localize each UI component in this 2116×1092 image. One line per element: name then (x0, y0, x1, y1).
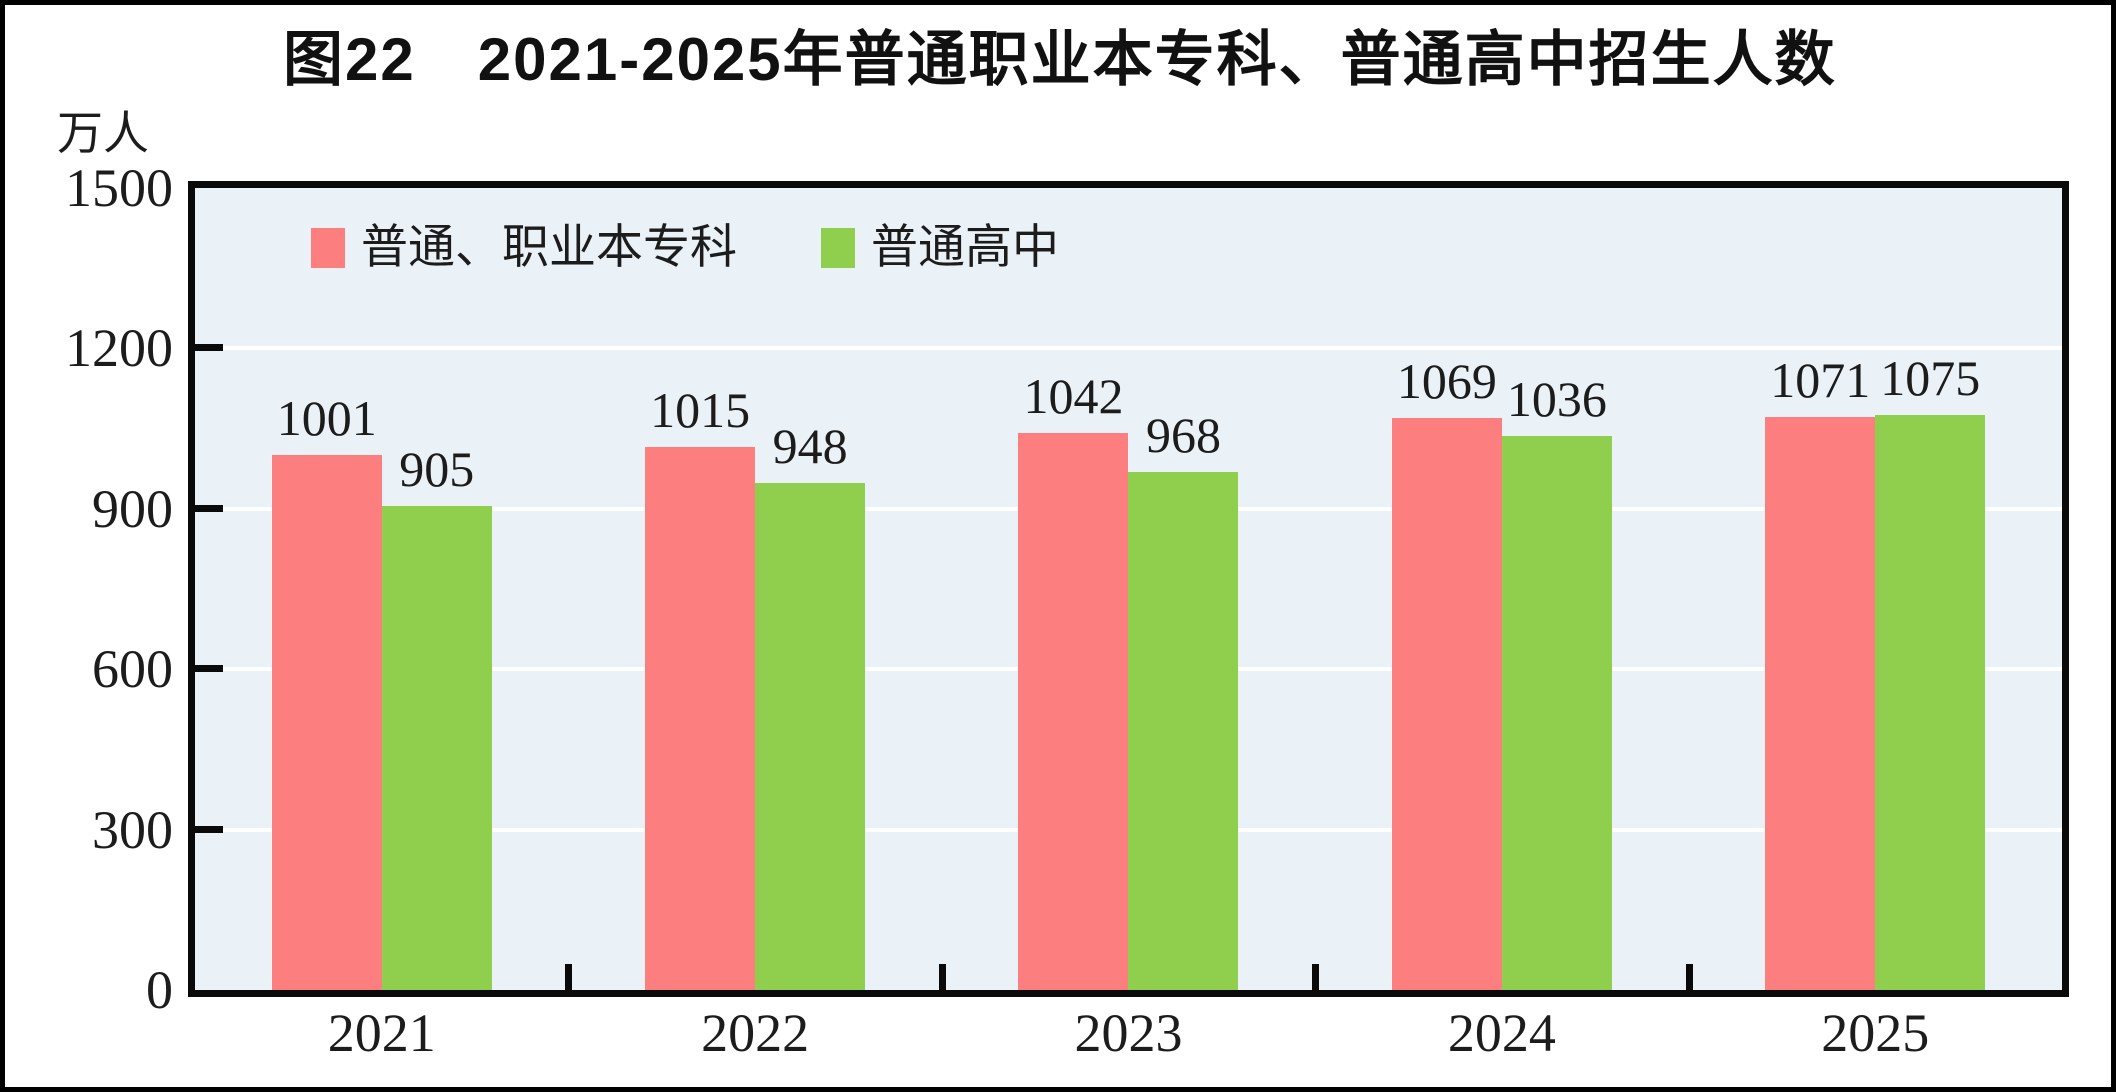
y-tickmark-1200 (195, 344, 223, 352)
bar-group-2022: 1015 948 (568, 188, 941, 990)
y-axis-unit-label: 万人 (57, 108, 149, 159)
y-axis-label-0: 0 (146, 960, 173, 1020)
gridline-1200 (195, 346, 2062, 351)
bar-group-2023: 1042 968 (942, 188, 1315, 990)
bar-value-label: 905 (399, 441, 475, 498)
y-axis-label-300: 300 (92, 799, 173, 860)
x-tickmark (565, 964, 573, 990)
y-axis-label-1200: 1200 (65, 318, 173, 379)
x-axis-label-2023: 2023 (1074, 1003, 1183, 1063)
x-axis-label-2024: 2024 (1447, 1003, 1556, 1063)
bar-value-label: 1036 (1506, 371, 1607, 428)
y-tickmark-300 (195, 825, 223, 833)
legend-swatch-green (821, 228, 855, 268)
x-tickmark (1312, 964, 1320, 990)
bar-group-2024: 1069 1036 (1315, 188, 1688, 990)
bar-2022-series1 (755, 483, 866, 990)
y-axis-label-1500: 1500 (65, 158, 173, 218)
bar-2023-series1 (1128, 472, 1239, 990)
x-tickmark (938, 964, 946, 990)
bar-2024-series1 (1501, 436, 1612, 990)
bar-2023-series0 (1018, 432, 1129, 990)
bar-value-label: 948 (772, 418, 848, 475)
plot-area: 普通、职业本专科 普通高中 1001 905 1015 948 1042 968 1069 1… (188, 181, 2069, 997)
legend: 普通、职业本专科 普通高中 (311, 222, 1059, 274)
legend-label: 普通、职业本专科 (361, 222, 737, 274)
legend-item-benzhuanke: 普通、职业本专科 (311, 222, 737, 274)
legend-item-gaozhong: 普通高中 (821, 222, 1059, 274)
chart-title: 图22 2021-2025年普通职业本专科、普通高中招生人数 (283, 26, 1837, 93)
bar-value-label: 1001 (276, 389, 377, 446)
bar-value-label: 1071 (1770, 352, 1871, 409)
bar-value-label: 1015 (650, 382, 751, 439)
x-axis-label-2025: 2025 (1821, 1003, 1930, 1063)
bar-2021-series1 (381, 506, 492, 990)
legend-swatch-red (311, 228, 345, 268)
x-axis-tick-labels: 2021 2022 2023 2024 2025 (5, 5, 2111, 1087)
bar-value-label: 1069 (1396, 353, 1497, 410)
bar-2021-series0 (271, 454, 382, 990)
bar-group-2025: 1071 1075 (1689, 188, 2062, 990)
bar-2024-series0 (1391, 418, 1502, 990)
y-tickmark-900 (195, 504, 223, 512)
bar-value-label: 1042 (1023, 367, 1124, 424)
x-axis-label-2021: 2021 (327, 1003, 436, 1063)
y-axis-label-600: 600 (92, 639, 173, 700)
x-axis-label-2022: 2022 (701, 1003, 810, 1063)
legend-label: 普通高中 (871, 222, 1059, 274)
x-tickmark (1685, 964, 1693, 990)
bar-2025-series1 (1875, 415, 1986, 990)
bar-group-2021: 1001 905 (195, 188, 568, 990)
y-axis-label-900: 900 (92, 478, 173, 539)
y-axis-tick-labels: 1500 1200 900 600 300 0 (5, 5, 173, 1087)
bar-value-label: 1075 (1880, 350, 1981, 407)
bar-2025-series0 (1765, 417, 1876, 990)
bar-value-label: 968 (1145, 407, 1221, 464)
y-tickmark-600 (195, 665, 223, 673)
bar-2022-series0 (645, 447, 756, 990)
